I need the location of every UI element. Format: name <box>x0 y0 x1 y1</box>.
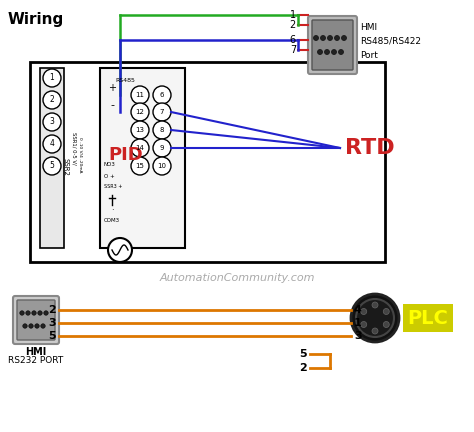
Circle shape <box>108 238 132 262</box>
Text: PID: PID <box>108 146 143 164</box>
Text: 13: 13 <box>136 127 145 133</box>
Text: 2: 2 <box>48 305 56 315</box>
Circle shape <box>29 324 33 328</box>
Circle shape <box>356 299 394 337</box>
Text: 4: 4 <box>354 305 362 315</box>
Text: 3: 3 <box>354 331 362 341</box>
Circle shape <box>43 135 61 153</box>
Bar <box>40 68 64 248</box>
Text: 10: 10 <box>157 163 166 169</box>
Circle shape <box>153 86 171 104</box>
Circle shape <box>372 328 378 334</box>
Circle shape <box>32 311 36 315</box>
Bar <box>30 62 385 262</box>
Bar <box>403 304 453 332</box>
Circle shape <box>335 35 339 41</box>
FancyBboxPatch shape <box>17 300 55 340</box>
Circle shape <box>131 139 149 157</box>
FancyBboxPatch shape <box>13 296 59 344</box>
Circle shape <box>153 121 171 139</box>
Text: COM3: COM3 <box>104 217 120 222</box>
Circle shape <box>43 113 61 131</box>
Text: NO3: NO3 <box>104 162 116 168</box>
Text: 11: 11 <box>136 92 145 98</box>
Text: 9: 9 <box>160 145 164 151</box>
Circle shape <box>372 302 378 308</box>
Bar <box>100 68 185 248</box>
FancyBboxPatch shape <box>308 16 357 74</box>
Circle shape <box>153 103 171 121</box>
Circle shape <box>44 311 48 315</box>
Circle shape <box>318 50 322 54</box>
Text: AutomationCommunity.com: AutomationCommunity.com <box>159 273 315 283</box>
Text: -: - <box>110 100 114 110</box>
Text: 7: 7 <box>160 109 164 115</box>
Text: 5: 5 <box>300 349 307 359</box>
Circle shape <box>153 157 171 175</box>
Text: 8: 8 <box>160 127 164 133</box>
Text: PLC: PLC <box>408 308 448 327</box>
Text: 2: 2 <box>290 20 296 30</box>
Text: 14: 14 <box>136 145 145 151</box>
Text: RS485: RS485 <box>115 78 135 83</box>
Circle shape <box>341 35 346 41</box>
Circle shape <box>43 157 61 175</box>
Text: SSR3 +: SSR3 + <box>104 184 122 188</box>
Circle shape <box>325 50 329 54</box>
Circle shape <box>131 86 149 104</box>
Circle shape <box>20 311 24 315</box>
Circle shape <box>331 50 337 54</box>
Circle shape <box>153 139 171 157</box>
Circle shape <box>328 35 332 41</box>
Circle shape <box>313 35 319 41</box>
Text: 3: 3 <box>50 118 55 127</box>
Text: O +: O + <box>104 175 115 180</box>
Circle shape <box>43 91 61 109</box>
Text: 15: 15 <box>136 163 145 169</box>
Text: 6: 6 <box>160 92 164 98</box>
Circle shape <box>320 35 326 41</box>
Circle shape <box>361 321 367 327</box>
Text: 3: 3 <box>48 318 56 328</box>
Text: Wiring: Wiring <box>8 12 64 27</box>
Text: 5: 5 <box>48 331 56 341</box>
Circle shape <box>26 311 30 315</box>
Text: 12: 12 <box>136 109 145 115</box>
Circle shape <box>383 321 389 327</box>
Text: RS232 PORT: RS232 PORT <box>9 356 64 365</box>
Circle shape <box>351 294 399 342</box>
Circle shape <box>131 157 149 175</box>
Text: 7: 7 <box>290 45 296 55</box>
Circle shape <box>383 308 389 314</box>
Text: RTD: RTD <box>345 138 395 158</box>
Text: 1: 1 <box>290 10 296 20</box>
Text: 2: 2 <box>50 95 55 105</box>
Circle shape <box>35 324 39 328</box>
Circle shape <box>131 121 149 139</box>
Text: 6: 6 <box>290 35 296 45</box>
Text: +: + <box>108 83 116 93</box>
Text: 0 -10 V/4 -20mA: 0 -10 V/4 -20mA <box>78 137 82 173</box>
Text: .: . <box>111 203 113 213</box>
Text: 1: 1 <box>354 318 362 328</box>
Circle shape <box>131 103 149 121</box>
Text: 4: 4 <box>50 140 55 149</box>
Circle shape <box>38 311 42 315</box>
Text: 5: 5 <box>50 162 55 171</box>
Circle shape <box>43 69 61 87</box>
Text: HMI: HMI <box>26 347 46 357</box>
Text: 1: 1 <box>50 73 55 83</box>
Text: SSR2: SSR2 <box>63 158 69 176</box>
Circle shape <box>361 308 367 314</box>
Text: 2: 2 <box>299 363 307 373</box>
Text: SSR1/ 0-5 V/: SSR1/ 0-5 V/ <box>72 132 77 164</box>
Circle shape <box>23 324 27 328</box>
FancyBboxPatch shape <box>312 20 353 70</box>
Circle shape <box>338 50 344 54</box>
Circle shape <box>41 324 45 328</box>
Text: HMI
RS485/RS422
Port: HMI RS485/RS422 Port <box>360 23 421 60</box>
